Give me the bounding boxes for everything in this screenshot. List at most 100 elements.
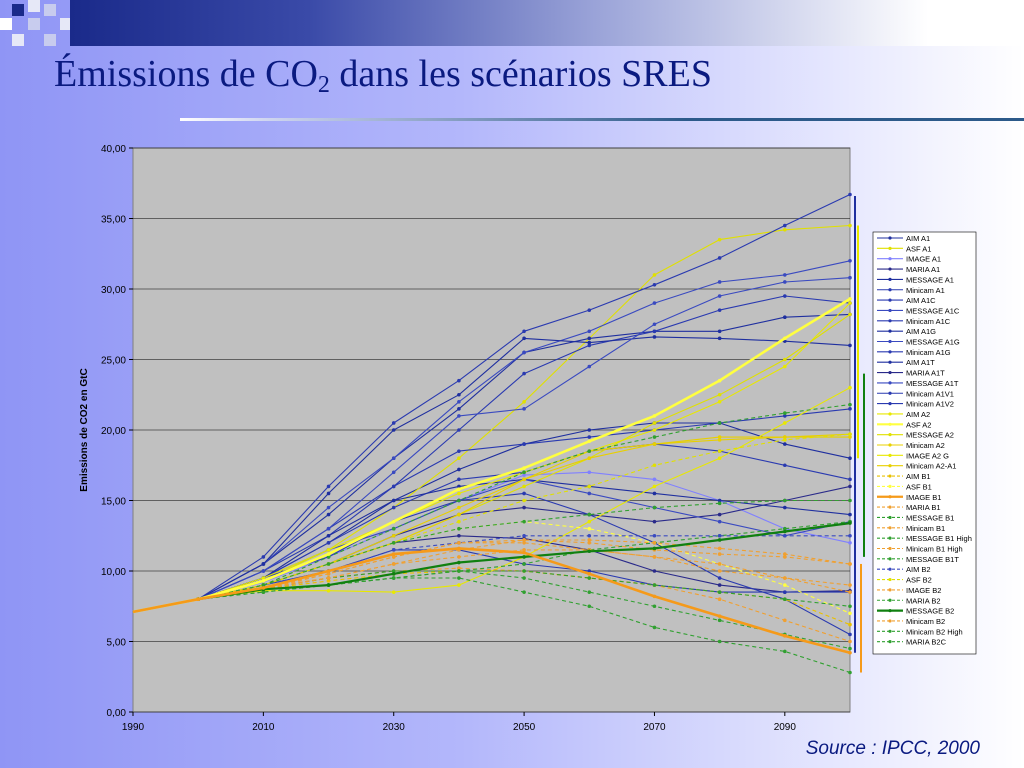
data-point — [717, 256, 722, 260]
data-point — [783, 438, 787, 442]
data-point — [326, 562, 331, 566]
data-point — [848, 407, 852, 411]
legend-marker — [888, 495, 892, 499]
legend-label: Minicam A2 — [906, 441, 945, 450]
data-point — [326, 484, 331, 489]
data-point — [783, 421, 787, 425]
data-point — [587, 470, 592, 475]
y-tick-label: 35,00 — [101, 215, 126, 226]
data-point — [587, 526, 592, 531]
data-point — [783, 498, 787, 503]
data-point — [391, 552, 396, 556]
data-point — [522, 442, 526, 446]
data-point — [522, 336, 526, 341]
series-line — [132, 404, 851, 613]
data-point — [587, 541, 592, 545]
data-point — [783, 463, 787, 468]
data-point — [652, 519, 657, 524]
x-tick-label: 1990 — [122, 722, 145, 733]
legend-label: MESSAGE A2 — [906, 431, 954, 440]
data-point — [457, 491, 461, 496]
data-point — [717, 538, 722, 542]
data-point — [652, 583, 657, 587]
data-point — [848, 541, 852, 545]
data-point — [457, 512, 461, 517]
data-point — [652, 533, 657, 538]
data-point — [457, 560, 461, 565]
data-point — [457, 533, 461, 538]
data-point — [522, 576, 526, 580]
data-point — [522, 491, 526, 496]
legend-label: MESSAGE B1 High — [906, 534, 972, 543]
legend-label: Minicam A2-A1 — [906, 462, 956, 471]
data-point — [522, 329, 526, 334]
data-point — [652, 541, 657, 545]
data-point — [717, 552, 722, 556]
legend-label: Minicam A1V1 — [906, 389, 954, 398]
legend-label: MARIA A1 — [906, 265, 940, 274]
data-point — [848, 432, 852, 437]
data-point — [457, 428, 461, 432]
data-point — [261, 583, 266, 587]
data-point — [652, 301, 657, 305]
data-point — [522, 407, 526, 411]
legend-label: MESSAGE A1C — [906, 306, 960, 315]
data-point — [587, 364, 592, 369]
data-point — [652, 273, 657, 277]
legend-label: ASF A2 — [906, 420, 931, 429]
data-point — [522, 470, 526, 475]
data-point — [848, 343, 852, 348]
data-point — [783, 583, 787, 587]
data-point — [652, 463, 657, 468]
data-point — [587, 604, 592, 609]
y-tick-label: 10,00 — [101, 567, 126, 578]
legend-label: AIM A1T — [906, 358, 935, 367]
data-point — [848, 639, 852, 644]
data-point — [783, 223, 787, 228]
legend-label: Minicam A1C — [906, 317, 951, 326]
legend-marker — [888, 298, 892, 302]
legend-marker — [888, 422, 892, 426]
data-point — [587, 456, 592, 461]
data-point — [783, 526, 787, 531]
legend-marker — [888, 464, 892, 468]
data-point — [391, 569, 396, 573]
legend-marker — [888, 391, 892, 395]
data-point — [652, 505, 657, 510]
data-point — [652, 442, 657, 446]
data-point — [717, 519, 722, 524]
y-axis-label: Emissions de CO2 en GtC — [79, 368, 90, 491]
legend-box — [872, 231, 977, 655]
data-point — [848, 477, 852, 482]
legend-label: IMAGE A2 G — [906, 451, 949, 460]
slide-title: Émissions de CO2 dans les scénarios SRES — [54, 53, 712, 98]
x-tick-label: 2030 — [383, 722, 406, 733]
legend-label: Minicam B1 — [906, 524, 945, 533]
data-point — [848, 385, 852, 390]
data-point — [587, 491, 592, 496]
legend-label: ASF B1 — [906, 482, 932, 491]
data-point — [587, 538, 592, 542]
legend-marker — [888, 329, 892, 333]
y-tick-label: 20,00 — [101, 426, 126, 437]
legend-marker — [888, 557, 892, 561]
data-point — [326, 491, 331, 496]
data-point — [783, 294, 787, 298]
data-point — [587, 435, 592, 439]
data-point — [457, 456, 461, 461]
legend-label: AIM B2 — [906, 565, 931, 574]
data-point — [848, 312, 852, 317]
data-point — [522, 548, 526, 552]
legend-marker — [888, 308, 892, 313]
data-point — [717, 435, 722, 439]
source-caption: Source : IPCC, 2000 — [805, 738, 980, 759]
x-tick-label: 2090 — [774, 722, 797, 733]
legend-label: IMAGE B2 — [906, 586, 941, 595]
data-point — [457, 566, 461, 570]
legend-label: IMAGE A1 — [906, 255, 941, 264]
legend-label: Minicam B2 High — [906, 627, 963, 636]
data-point — [783, 442, 787, 446]
series-line — [132, 387, 851, 613]
data-point — [848, 456, 852, 461]
legend-marker — [888, 267, 892, 271]
